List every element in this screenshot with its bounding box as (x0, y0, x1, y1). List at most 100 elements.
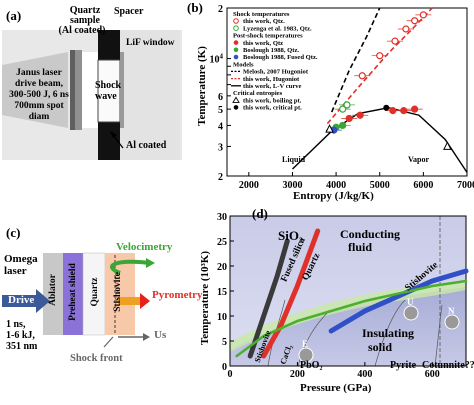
panel-b-x-tick: 7000 (457, 180, 474, 191)
panel-b-legend-entry: this work, critical pt. (243, 105, 302, 112)
panel-b-x-tick: 3000 (282, 180, 302, 191)
panel-b-y-tick: 2 (218, 172, 223, 183)
panel-d-data-point (430, 278, 435, 284)
panel-d-y-tick: 10 (217, 312, 227, 323)
panel-b-legend-heading: Shock temperatures (233, 11, 290, 18)
panel-b-legend-heading: Models (233, 61, 254, 68)
panel-d-x-tick: 0 (228, 369, 233, 380)
panel-b-y-tick: 104 (210, 53, 224, 66)
spacer-bottom (98, 122, 120, 160)
panel-b-data-point (376, 52, 384, 60)
panel-d-ylabel: Temperature (10³K) (199, 250, 211, 346)
panel-b-legend-entry: this work, boiling pt. (243, 97, 302, 104)
panel-d-data-point (463, 268, 469, 274)
velocimetry-arrow (110, 259, 151, 275)
panel-b-critical-point (383, 104, 390, 111)
spacer-label: Spacer (114, 6, 144, 17)
panel-d-chart: 0 200 400 600 0 5 10 15 20 25 30 (217, 212, 469, 380)
panel-d-y-tick: 15 (217, 287, 227, 298)
sio2-label: SiO₂ (278, 228, 303, 243)
panel-b-legend-entry: this work, L-V curve (243, 83, 302, 90)
us-label: Us (154, 329, 167, 341)
panel-b-data-point (343, 101, 351, 109)
quartz-layer-label: Quartz (90, 277, 100, 307)
laser-spec-label: 1 ns, 1-6 kJ, 351 nm (6, 319, 38, 352)
panel-b-data-point (339, 121, 347, 130)
panel-b-data-point (389, 107, 397, 115)
panel-b-legend-entry: Melosh, 2007 Hugoniot (243, 69, 309, 76)
velocimetry-label: Velocimetry (116, 241, 173, 253)
panel-b-y-tick: 4 (218, 121, 223, 132)
panel-b-legend-entry: this work, Qtz (243, 40, 283, 47)
panel-d-y-tick: 25 (217, 237, 227, 248)
panel-b-legend-heading: Post-shock temperatures (233, 33, 303, 40)
quartz-label: Quartz sample (Al coated) (58, 5, 106, 36)
al-coated-label: Al coated (126, 140, 167, 151)
panel-b-xlabel: Entropy (J/kg/K) (293, 190, 374, 202)
panel-b-legend-heading: Critical entropies (233, 90, 283, 97)
pbo2-label: PbO₂ (300, 360, 323, 371)
panel-b-data-point (400, 107, 408, 115)
shock-front-label: Shock front (70, 353, 123, 364)
panel-b: 2000 3000 4000 5000 6000 7000 2 3 4 5 6 104 2 Shock … (185, 0, 474, 205)
panel-b-data-point (339, 105, 347, 113)
marker-u-label: U (407, 297, 414, 307)
panel-b-boiling-point (443, 141, 452, 150)
panel-d-series-line (235, 279, 468, 358)
panel-b-legend-entry: this work, Qtz. (243, 18, 285, 25)
panel-b-data-point (356, 111, 364, 119)
conducting-fluid-label: Conducting fluid (340, 227, 401, 254)
panel-d-x-tick: 600 (425, 369, 440, 380)
panel-d-data-point (285, 238, 290, 244)
lif-window (120, 30, 180, 160)
panel-d-data-point (261, 353, 266, 359)
panel-c-label: (c) (6, 225, 21, 240)
panel-b-data-point (345, 114, 353, 123)
panel-b-data-point (411, 105, 419, 113)
panel-d-data-point (328, 328, 334, 334)
panel-d-y-tick: 20 (217, 262, 227, 273)
panel-b-boiling-point (325, 124, 334, 133)
panel-b-legend-entry: Lyzenga et al. 1983, Qtz. (243, 25, 312, 32)
marker-n-label: N (448, 306, 455, 316)
preheat-shield-layer (63, 253, 83, 335)
panel-b-y-tick: 5 (218, 105, 223, 116)
panel-b-y-tick: 6 (218, 92, 223, 103)
panel-d-data-point (275, 273, 280, 279)
omega-laser-label: Omega laser (4, 253, 38, 277)
panel-a-label: (a) (6, 8, 22, 23)
shock-wave-label: Shock wave (95, 80, 122, 102)
panel-d-label: (d) (252, 206, 268, 221)
panel-b-legend-entry: this work, Hugoniot (243, 76, 300, 83)
panel-d-data-point (295, 283, 300, 289)
panel-b-x-tick: 5000 (370, 180, 390, 191)
panel-b-x-tick: 2000 (239, 180, 259, 191)
panel-d-series-line (261, 228, 321, 359)
drive-arrow (2, 289, 50, 313)
panel-b-data-point (402, 25, 410, 33)
panel-b-y-tick: 2 (218, 4, 223, 15)
panel-d: 0 200 400 600 0 5 10 15 20 25 30 (d) Temperature (… (190, 206, 474, 400)
panel-b-plot-frame (226, 7, 468, 177)
panel-d-xlabel: Pressure (GPa) (300, 382, 372, 394)
panel-d-x-tick: 200 (290, 369, 305, 380)
cotunnite-label: Cotunnite?? (422, 360, 474, 371)
panel-b-x-tick: 6000 (413, 180, 433, 191)
panel-c: (c) Omega laser Drive 1 ns, 1-6 kJ, 351 … (0, 225, 203, 385)
insulating-solid-label: Insulating solid (362, 326, 415, 354)
ablator-layer (43, 253, 63, 335)
ablator-label: Ablator (48, 274, 58, 306)
panel-d-y-tick: 0 (222, 362, 227, 373)
pyrometry-arrow (140, 293, 150, 309)
panel-d-y-tick: 5 (222, 337, 227, 348)
marker-u (403, 305, 419, 321)
panel-a: (a) Quartz sample (Al coated) Spacer LiF… (0, 0, 185, 190)
shock-region (82, 52, 98, 128)
panel-b-ylabel: Temperature (K) (196, 46, 208, 126)
pyrite-label: Pyrite (390, 360, 417, 371)
spacer-top (98, 30, 120, 60)
panel-b-data-point (419, 11, 427, 19)
lif-window-label: LiF window (126, 38, 175, 48)
liquid-label: Liquid (282, 155, 306, 164)
panel-b-data-point (391, 37, 399, 45)
